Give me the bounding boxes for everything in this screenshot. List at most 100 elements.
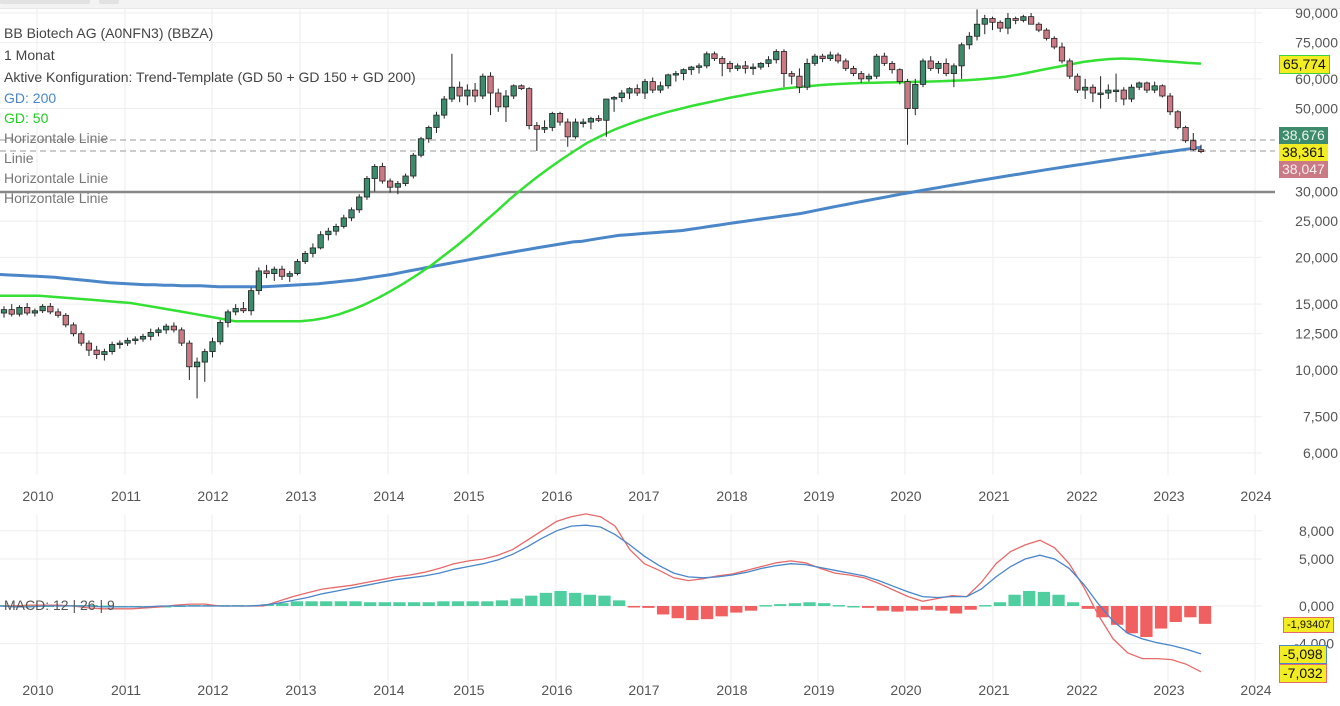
candle[interactable]	[1043, 28, 1050, 41]
candle[interactable]	[201, 348, 208, 382]
candle[interactable]	[734, 63, 741, 71]
candle[interactable]	[1028, 13, 1035, 25]
candle[interactable]	[16, 305, 23, 317]
candle[interactable]	[1143, 81, 1151, 94]
candle[interactable]	[93, 345, 100, 360]
candle[interactable]	[24, 303, 31, 316]
candle[interactable]	[865, 73, 873, 82]
toolbar-tab[interactable]	[0, 0, 90, 4]
candle[interactable]	[448, 53, 456, 103]
candle[interactable]	[402, 173, 409, 187]
candle[interactable]	[827, 51, 834, 61]
candle[interactable]	[819, 53, 826, 63]
candle[interactable]	[1112, 73, 1120, 103]
candle[interactable]	[541, 120, 548, 134]
candle[interactable]	[263, 264, 270, 279]
candle[interactable]	[1120, 87, 1127, 106]
candle[interactable]	[132, 336, 139, 345]
candle[interactable]	[109, 341, 116, 355]
candle[interactable]	[348, 207, 355, 222]
candle[interactable]	[309, 243, 317, 258]
candle[interactable]	[1182, 125, 1189, 143]
candle[interactable]	[1097, 76, 1104, 109]
legend-horizontal-line-4[interactable]: Horizontale Linie	[4, 190, 109, 206]
candle[interactable]	[417, 136, 425, 158]
candle[interactable]	[842, 58, 849, 71]
candle[interactable]	[958, 42, 965, 79]
candle[interactable]	[610, 95, 618, 112]
candle[interactable]	[1167, 93, 1174, 116]
candle[interactable]	[981, 14, 988, 35]
candle[interactable]	[533, 122, 540, 151]
candle[interactable]	[1035, 22, 1042, 33]
candle[interactable]	[240, 301, 247, 314]
candle[interactable]	[765, 56, 772, 68]
candle[interactable]	[726, 60, 734, 73]
candle[interactable]	[155, 327, 162, 337]
candle[interactable]	[742, 60, 749, 74]
candle[interactable]	[209, 337, 216, 358]
candle[interactable]	[788, 70, 795, 85]
candle[interactable]	[649, 77, 656, 94]
candle[interactable]	[943, 58, 950, 77]
candle[interactable]	[618, 90, 625, 103]
candle[interactable]	[8, 304, 15, 317]
candle[interactable]	[116, 340, 123, 349]
candle[interactable]	[340, 214, 347, 229]
candle[interactable]	[1174, 110, 1181, 130]
candle[interactable]	[973, 9, 981, 41]
candle[interactable]	[804, 58, 811, 91]
candle[interactable]	[147, 328, 154, 341]
candle[interactable]	[1190, 133, 1197, 151]
candle[interactable]	[1004, 13, 1012, 35]
candle[interactable]	[62, 313, 69, 328]
legend-horizontal-line-1[interactable]: Horizontale Linie	[4, 130, 109, 146]
candle[interactable]	[248, 287, 255, 316]
candle[interactable]	[387, 178, 394, 193]
candle[interactable]	[163, 323, 170, 334]
candle[interactable]	[1051, 36, 1058, 50]
candle[interactable]	[757, 62, 764, 70]
candle[interactable]	[526, 87, 533, 130]
candle[interactable]	[502, 90, 510, 123]
legend-gd50[interactable]: GD: 50	[4, 110, 49, 126]
candle[interactable]	[471, 82, 479, 103]
legend-horizontal-line-3[interactable]: Horizontale Linie	[4, 170, 109, 186]
candle[interactable]	[410, 153, 417, 179]
candle[interactable]	[796, 68, 803, 94]
candle[interactable]	[603, 98, 610, 137]
candle[interactable]	[371, 164, 378, 192]
candle[interactable]	[834, 52, 842, 64]
candle[interactable]	[379, 162, 386, 184]
candle[interactable]	[224, 309, 232, 328]
legend-horizontal-line-2[interactable]: Linie	[4, 150, 34, 166]
candle[interactable]	[657, 81, 664, 94]
candle[interactable]	[695, 63, 703, 74]
candle[interactable]	[425, 125, 432, 143]
candle[interactable]	[1136, 81, 1143, 91]
candle[interactable]	[626, 87, 633, 100]
candle[interactable]	[294, 259, 301, 276]
candle[interactable]	[634, 84, 641, 96]
candle[interactable]	[1082, 78, 1089, 100]
candle[interactable]	[711, 51, 718, 61]
candle[interactable]	[672, 70, 679, 82]
candle[interactable]	[39, 304, 46, 314]
candle[interactable]	[927, 56, 934, 71]
candle[interactable]	[719, 56, 726, 77]
candle[interactable]	[556, 111, 564, 126]
candle[interactable]	[919, 58, 927, 88]
candle[interactable]	[47, 303, 54, 315]
candle[interactable]	[1159, 84, 1166, 98]
candle[interactable]	[1151, 81, 1158, 94]
candle[interactable]	[1020, 14, 1027, 23]
candle[interactable]	[989, 16, 996, 31]
candle[interactable]	[935, 60, 942, 74]
candle[interactable]	[888, 60, 896, 74]
candle[interactable]	[170, 322, 177, 333]
candle[interactable]	[1197, 144, 1205, 154]
candle[interactable]	[54, 308, 62, 318]
candle[interactable]	[950, 63, 957, 88]
candle[interactable]	[332, 223, 340, 236]
candle[interactable]	[464, 84, 471, 106]
